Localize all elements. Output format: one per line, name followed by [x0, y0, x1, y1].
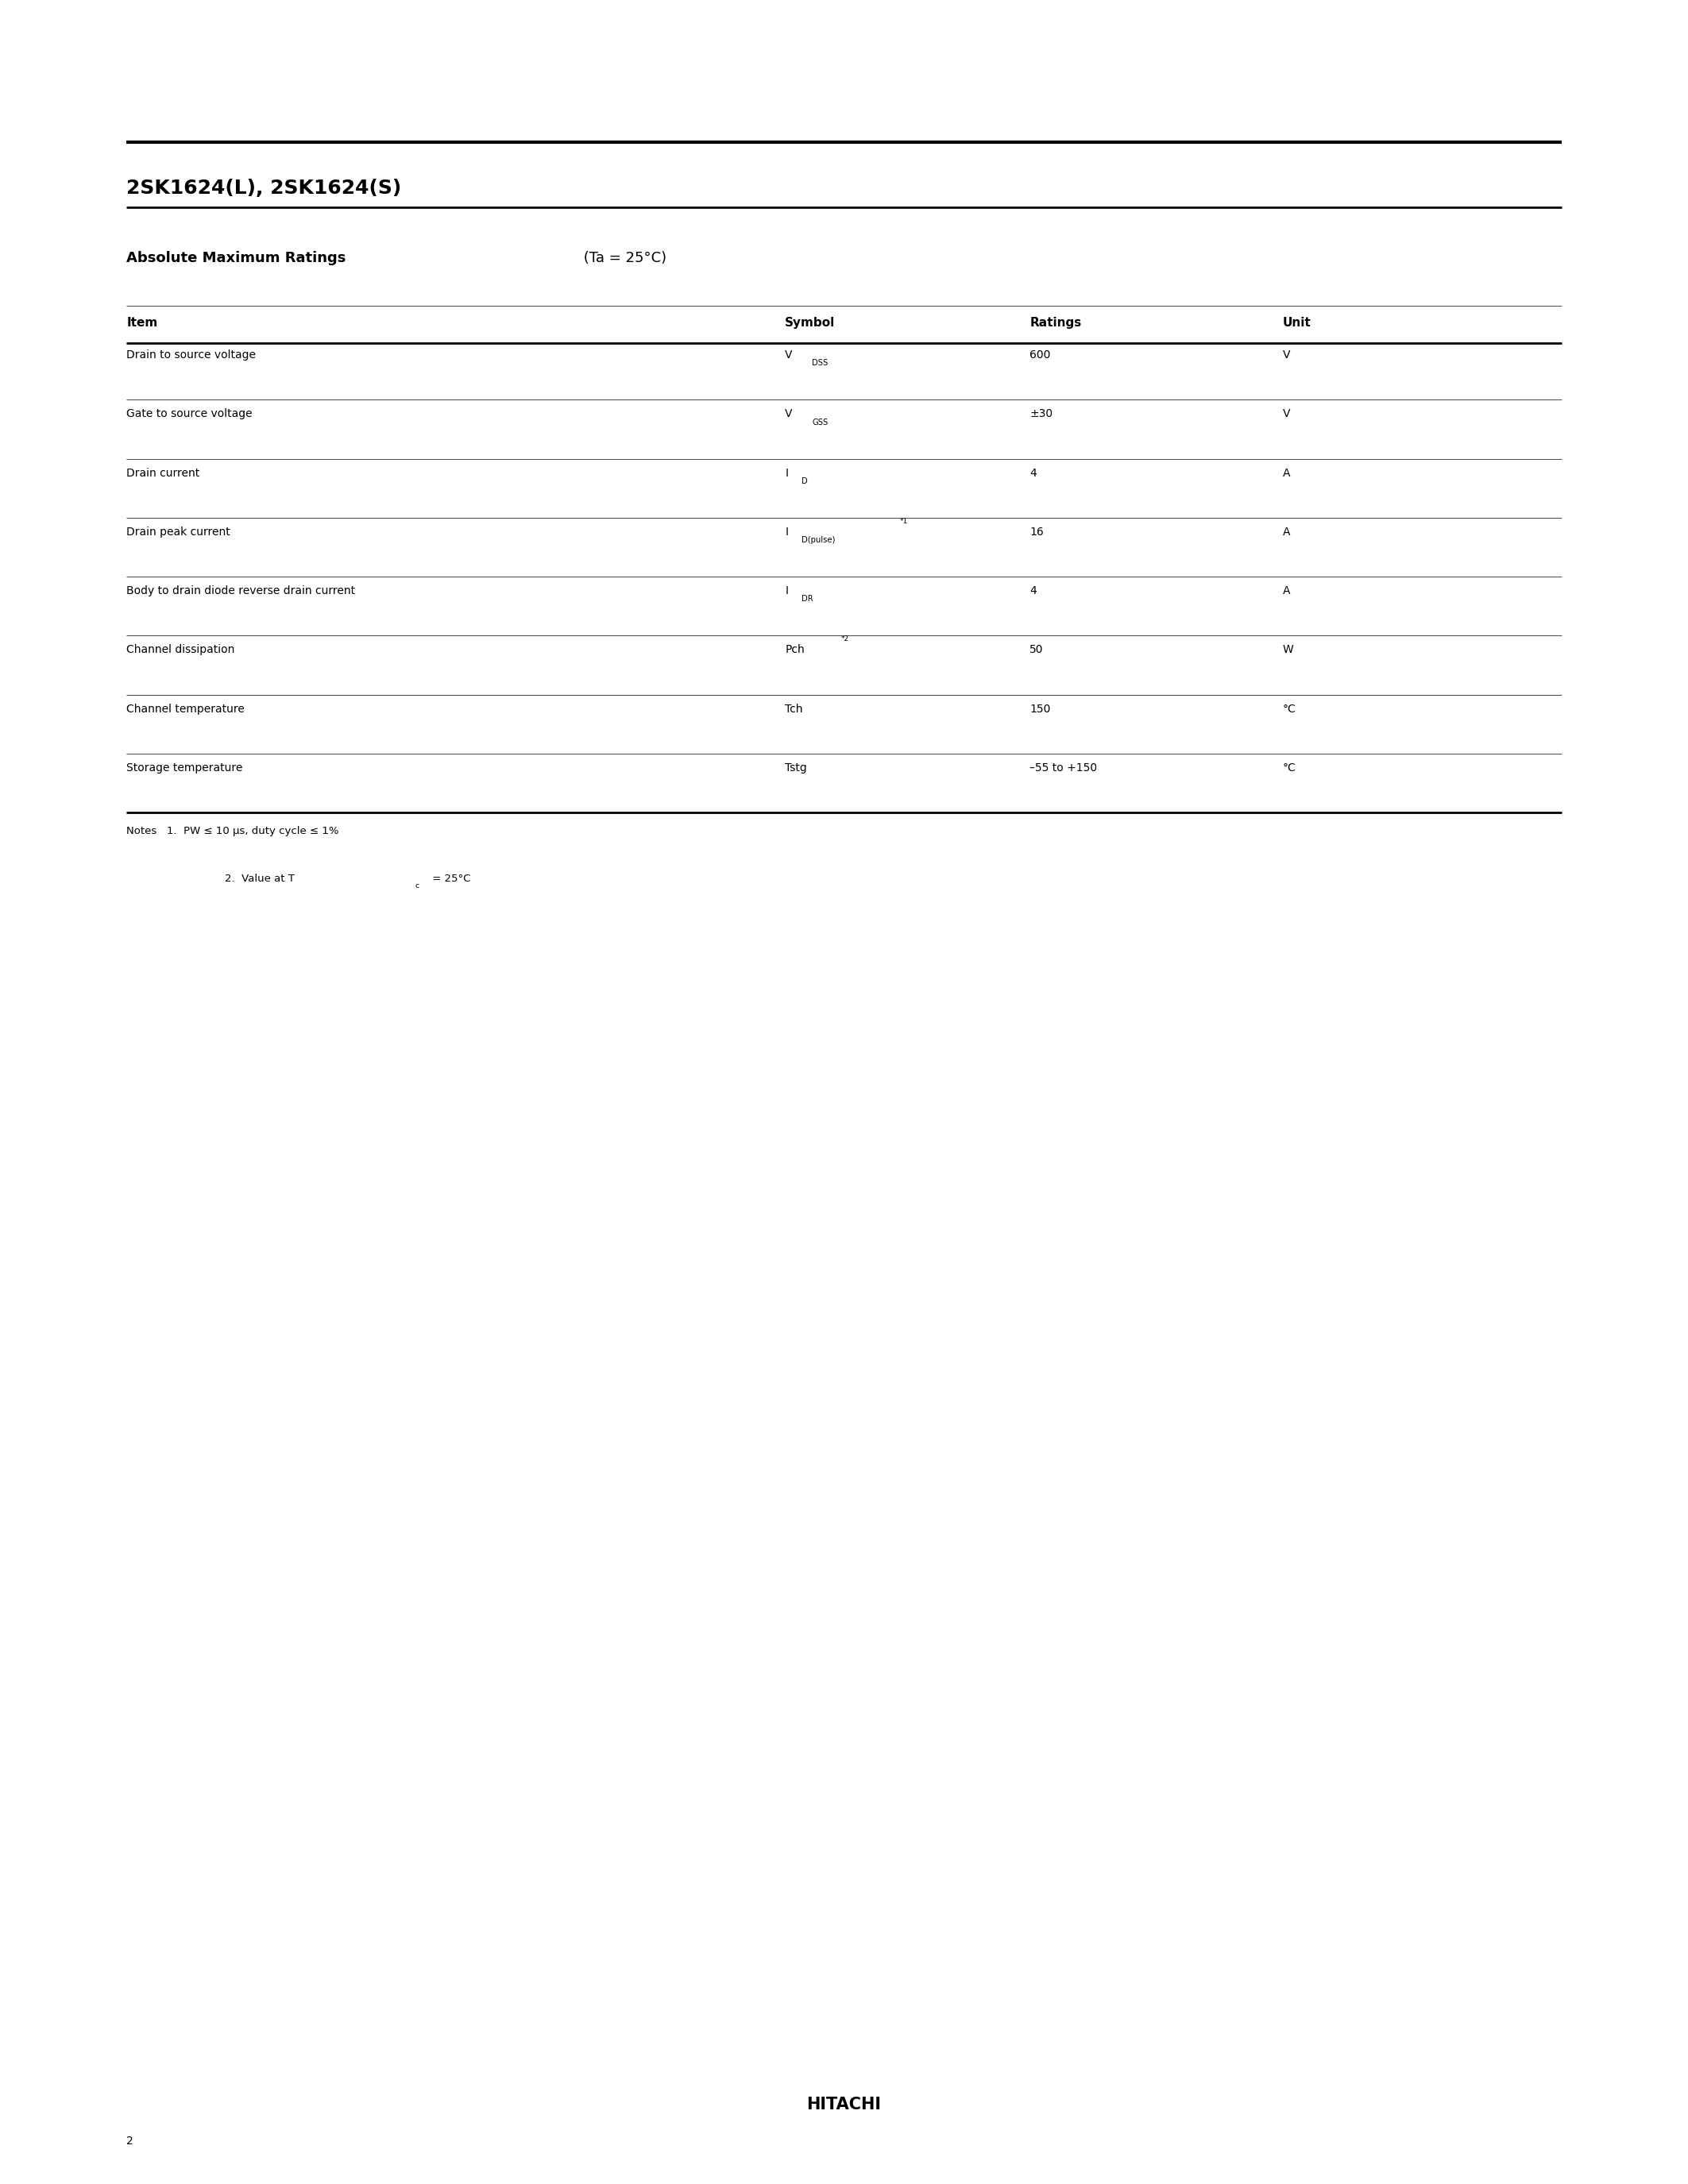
Text: Tch: Tch	[785, 703, 803, 714]
Text: 4: 4	[1030, 467, 1036, 478]
Text: 150: 150	[1030, 703, 1050, 714]
Text: D(pulse): D(pulse)	[802, 537, 836, 544]
Text: Gate to source voltage: Gate to source voltage	[127, 408, 253, 419]
Text: 2: 2	[127, 2136, 133, 2147]
Text: c: c	[415, 882, 419, 889]
Text: GSS: GSS	[812, 419, 829, 426]
Text: Channel temperature: Channel temperature	[127, 703, 245, 714]
Text: Absolute Maximum Ratings: Absolute Maximum Ratings	[127, 251, 346, 266]
Text: (Ta = 25°C): (Ta = 25°C)	[579, 251, 667, 266]
Text: Drain current: Drain current	[127, 467, 199, 478]
Text: V: V	[1283, 408, 1290, 419]
Text: A: A	[1283, 585, 1290, 596]
Text: A: A	[1283, 526, 1290, 537]
Text: 2SK1624(L), 2SK1624(S): 2SK1624(L), 2SK1624(S)	[127, 179, 402, 199]
Text: Notes   1.  PW ≤ 10 μs, duty cycle ≤ 1%: Notes 1. PW ≤ 10 μs, duty cycle ≤ 1%	[127, 826, 339, 836]
Text: D: D	[802, 478, 809, 485]
Text: Item: Item	[127, 317, 157, 328]
Text: *2: *2	[841, 636, 849, 642]
Text: = 25°C: = 25°C	[429, 874, 471, 885]
Text: 50: 50	[1030, 644, 1043, 655]
Text: DSS: DSS	[812, 360, 829, 367]
Text: V: V	[1283, 349, 1290, 360]
Text: Unit: Unit	[1283, 317, 1312, 328]
Text: 600: 600	[1030, 349, 1050, 360]
Text: 16: 16	[1030, 526, 1043, 537]
Text: –55 to +150: –55 to +150	[1030, 762, 1097, 773]
Text: DR: DR	[802, 596, 814, 603]
Text: I: I	[785, 585, 788, 596]
Text: V: V	[785, 408, 792, 419]
Text: 4: 4	[1030, 585, 1036, 596]
Text: Drain to source voltage: Drain to source voltage	[127, 349, 257, 360]
Text: A: A	[1283, 467, 1290, 478]
Text: Drain peak current: Drain peak current	[127, 526, 231, 537]
Text: W: W	[1283, 644, 1293, 655]
Text: I: I	[785, 526, 788, 537]
Text: V: V	[785, 349, 792, 360]
Text: I: I	[785, 467, 788, 478]
Text: °C: °C	[1283, 762, 1296, 773]
Text: Tstg: Tstg	[785, 762, 807, 773]
Text: Body to drain diode reverse drain current: Body to drain diode reverse drain curren…	[127, 585, 356, 596]
Text: Pch: Pch	[785, 644, 805, 655]
Text: *1: *1	[900, 518, 908, 524]
Text: °C: °C	[1283, 703, 1296, 714]
Text: Ratings: Ratings	[1030, 317, 1082, 328]
Text: Storage temperature: Storage temperature	[127, 762, 243, 773]
Text: Symbol: Symbol	[785, 317, 836, 328]
Text: HITACHI: HITACHI	[807, 2097, 881, 2112]
Text: ±30: ±30	[1030, 408, 1053, 419]
Text: Channel dissipation: Channel dissipation	[127, 644, 235, 655]
Text: 2.  Value at T: 2. Value at T	[225, 874, 294, 885]
